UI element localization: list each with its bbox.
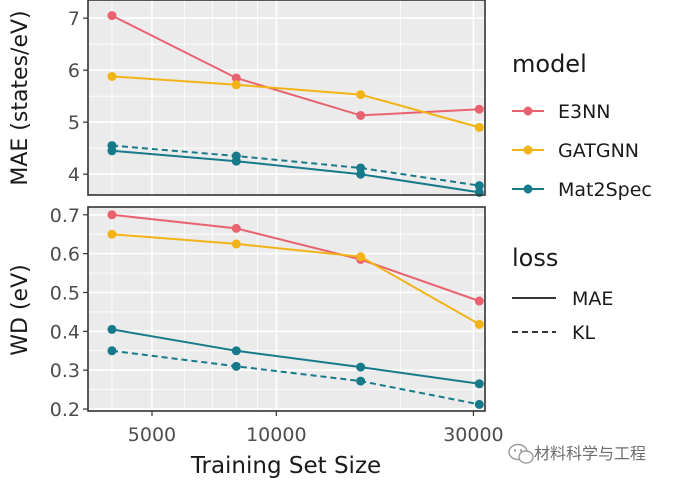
top-point-e3nn-mae xyxy=(231,73,241,83)
watermark-text: 材料科学与工程 xyxy=(534,444,646,463)
x-tick-label: 10000 xyxy=(246,424,306,446)
bottom-series-gatgnn-mae xyxy=(111,233,480,326)
bottom-point-mat2spec-kl xyxy=(231,361,241,371)
legend-model-title: model xyxy=(512,50,587,78)
top-point-gatgnn-mae xyxy=(474,122,484,132)
x-tick-label: 30000 xyxy=(443,424,503,446)
x-ticks: 5000 10000 30000 xyxy=(128,411,504,446)
legend-item-e3nn: E3NN xyxy=(512,101,611,123)
top-series-mat2spec-mae xyxy=(111,149,480,194)
top-y-tick-label: 4 xyxy=(68,164,80,186)
bottom-point-gatgnn-mae xyxy=(107,229,117,239)
top-point-e3nn-mae xyxy=(474,104,484,114)
bottom-point-e3nn-mae xyxy=(231,223,241,233)
bottom-point-e3nn-mae xyxy=(474,296,484,306)
bottom-y-tick-label: 0.3 xyxy=(50,360,80,382)
top-y-tick-label: 7 xyxy=(68,8,80,30)
top-point-e3nn-mae xyxy=(356,110,366,120)
bottom-panel: 0.2 0.3 0.4 0.5 0.6 0.7 WD (eV) xyxy=(8,205,486,421)
bottom-series-mat2spec-kl xyxy=(111,349,480,406)
bottom-y-ticks: 0.2 0.3 0.4 0.5 0.6 0.7 xyxy=(50,205,88,421)
top-point-e3nn-mae xyxy=(107,11,117,21)
legend-item-kl: KL xyxy=(512,322,595,344)
legend-mae-label: MAE xyxy=(572,288,613,310)
bottom-panel-border xyxy=(87,206,486,412)
top-series-e3nn-mae xyxy=(111,14,480,117)
legend-item-gatgnn: GATGNN xyxy=(512,140,639,162)
top-panel: 4 5 6 7 MAE (states/eV) xyxy=(8,0,486,197)
top-y-ticks: 4 5 6 7 xyxy=(68,8,88,186)
bottom-point-mat2spec-kl xyxy=(356,376,366,386)
top-y-axis-label: MAE (states/eV) xyxy=(8,10,33,185)
bottom-point-gatgnn-mae xyxy=(231,239,241,249)
top-point-mat2spec-kl xyxy=(231,151,241,161)
bottom-y-tick-label: 0.4 xyxy=(50,321,80,343)
wechat-icon xyxy=(508,443,534,464)
top-point-mat2spec-kl xyxy=(474,181,484,191)
top-series-gatgnn-mae xyxy=(111,75,480,129)
top-series xyxy=(107,11,484,197)
bottom-y-tick-label: 0.2 xyxy=(50,399,80,421)
bottom-point-e3nn-mae xyxy=(107,210,117,220)
bottom-point-mat2spec-mae xyxy=(356,362,366,372)
watermark: 材料科学与工程 xyxy=(508,443,646,464)
top-point-mat2spec-kl xyxy=(356,163,366,173)
legend-loss-title: loss xyxy=(512,244,558,272)
legend-item-mae: MAE xyxy=(512,288,613,310)
legend-item-mat2spec: Mat2Spec xyxy=(512,179,652,201)
top-point-mat2spec-mae xyxy=(356,169,366,179)
x-axis-label: Training Set Size xyxy=(190,453,381,479)
top-y-tick-label: 5 xyxy=(68,112,80,134)
bottom-point-mat2spec-kl xyxy=(474,399,484,409)
legend-mat2spec-label: Mat2Spec xyxy=(558,179,652,201)
bottom-y-axis-label: WD (eV) xyxy=(8,264,33,355)
legend: model E3NN GATGNN Mat2Spec loss MAE KL xyxy=(512,50,652,344)
bottom-point-mat2spec-mae xyxy=(107,324,117,334)
bottom-series-e3nn-mae xyxy=(111,213,480,302)
top-point-gatgnn-mae xyxy=(107,71,117,81)
bottom-y-tick-label: 0.5 xyxy=(50,282,80,304)
bottom-series-mat2spec-mae xyxy=(111,328,480,385)
top-y-tick-label: 6 xyxy=(68,60,80,82)
legend-gatgnn-marker xyxy=(523,145,533,155)
bottom-point-mat2spec-kl xyxy=(107,346,117,356)
legend-gatgnn-label: GATGNN xyxy=(558,140,639,162)
top-panel-background xyxy=(88,0,485,195)
bottom-y-tick-label: 0.7 xyxy=(50,205,80,227)
bottom-point-mat2spec-mae xyxy=(474,379,484,389)
bottom-point-gatgnn-mae xyxy=(474,319,484,329)
bottom-series xyxy=(107,210,484,409)
legend-mat2spec-marker xyxy=(523,184,533,194)
legend-e3nn-marker xyxy=(523,106,533,116)
legend-e3nn-label: E3NN xyxy=(558,101,611,123)
top-series-mat2spec-kl xyxy=(111,144,480,187)
bottom-point-gatgnn-mae xyxy=(356,252,366,262)
top-point-gatgnn-mae xyxy=(231,80,241,90)
top-panel-border xyxy=(87,0,486,196)
bottom-y-tick-label: 0.6 xyxy=(50,244,80,266)
top-point-gatgnn-mae xyxy=(356,90,366,100)
top-point-mat2spec-kl xyxy=(107,141,117,151)
bottom-grid xyxy=(88,207,485,411)
x-tick-label: 5000 xyxy=(128,424,176,446)
bottom-point-mat2spec-mae xyxy=(231,346,241,356)
legend-kl-label: KL xyxy=(572,322,595,344)
